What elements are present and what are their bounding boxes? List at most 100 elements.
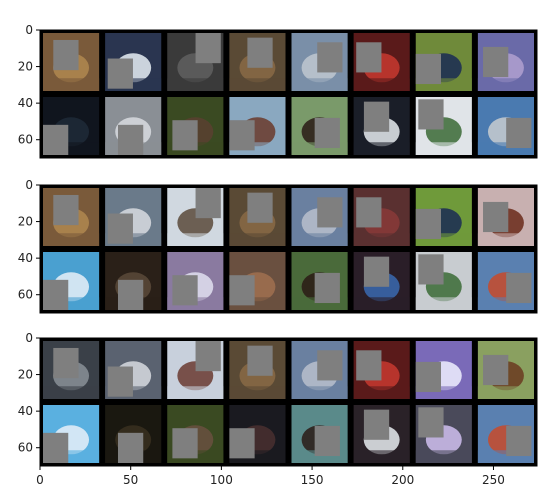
- image-tile-truck-red: [477, 405, 534, 463]
- image-tile-horse: [291, 252, 348, 310]
- cutout-mask: [117, 279, 144, 310]
- image-tile-ship-dark: [43, 97, 100, 155]
- cutout-mask: [506, 425, 532, 457]
- cutout-mask: [117, 432, 144, 463]
- cutout-mask: [317, 197, 343, 228]
- panel-2: 0 20 40 60: [18, 178, 538, 314]
- cutout-mask: [229, 428, 255, 459]
- image-tile-ship: [43, 405, 100, 463]
- image-tile-red-car: [353, 33, 410, 91]
- image-tile-truck-dark: [167, 33, 224, 91]
- image-tile-noisy-truck: [415, 405, 472, 463]
- image-tile-deer: [229, 341, 286, 399]
- image-tile-horse-dark: [229, 405, 286, 463]
- cutout-mask: [53, 347, 79, 379]
- cutout-mask: [172, 428, 198, 459]
- y-tick-label: 0: [25, 23, 33, 37]
- image-tile-horse: [477, 341, 534, 399]
- image-tile-deer: [229, 252, 286, 310]
- cutout-mask: [506, 117, 532, 149]
- image-tile-car: [291, 341, 348, 399]
- y-tick-label: 40: [18, 96, 33, 110]
- cutout-mask: [314, 117, 340, 149]
- y-tick-label: 40: [18, 251, 33, 265]
- cutout-mask: [53, 39, 79, 71]
- cutout-mask: [363, 101, 390, 132]
- image-tile-deer-grass: [167, 97, 224, 155]
- cutout-mask: [172, 120, 198, 151]
- cutout-mask: [247, 37, 273, 68]
- image-tile-horse: [291, 405, 348, 463]
- image-tile-horse: [291, 97, 348, 155]
- image-tile-frog: [43, 341, 100, 399]
- image-tile-deer: [229, 188, 286, 246]
- cutout-mask: [418, 407, 444, 438]
- y-tick-label: 0: [25, 331, 33, 345]
- cutout-mask: [415, 208, 442, 240]
- image-tile-car: [291, 188, 348, 246]
- cutout-mask: [314, 272, 340, 304]
- cutout-mask: [107, 366, 133, 397]
- image-tile-horse-rider: [229, 97, 286, 155]
- cutout-mask: [356, 350, 382, 381]
- y-tick-label: 20: [18, 215, 33, 229]
- cutout-mask: [195, 188, 221, 219]
- cutout-mask: [107, 58, 133, 89]
- image-tile-purple: [415, 341, 472, 399]
- cutout-mask: [483, 354, 509, 386]
- image-tile-frog: [43, 33, 100, 91]
- cutout-mask: [43, 432, 69, 463]
- image-tile-red-car: [353, 188, 410, 246]
- cutout-mask: [483, 201, 509, 233]
- cutout-mask: [356, 197, 382, 228]
- y-tick-label: 40: [18, 404, 33, 418]
- image-tile-truck-blue: [477, 97, 534, 155]
- image-tile-frog: [43, 188, 100, 246]
- cutout-mask: [195, 33, 221, 64]
- cutout-mask: [363, 409, 390, 440]
- cutout-mask: [418, 99, 444, 130]
- panel-frame: [39, 29, 538, 159]
- image-tile-red-car: [353, 341, 410, 399]
- image-tile-deer-grass: [167, 405, 224, 463]
- x-tick-label: 250: [482, 473, 505, 487]
- x-tick-label: 100: [210, 473, 233, 487]
- image-tile-bird: [353, 252, 410, 310]
- image-tile-ship: [43, 252, 100, 310]
- x-tick-label: 0: [36, 473, 44, 487]
- image-tile-truck-green: [415, 252, 472, 310]
- cutout-mask: [506, 272, 532, 304]
- cutout-mask: [247, 345, 273, 376]
- panel-3: 0 20 40 60 0 50 100 150 200 250: [18, 331, 538, 487]
- image-tile-bird: [415, 33, 472, 91]
- x-tick-label: 50: [123, 473, 138, 487]
- image-tile-horse-purple: [477, 33, 534, 91]
- cutout-mask: [117, 124, 144, 155]
- cutout-mask: [317, 42, 343, 73]
- image-tile-noisy: [167, 252, 224, 310]
- image-tile-truck: [105, 341, 162, 399]
- cutout-mask: [314, 425, 340, 457]
- cutout-mask: [317, 350, 343, 381]
- image-tile-truck: [105, 33, 162, 91]
- x-tick-label: 150: [301, 473, 324, 487]
- y-tick-label: 0: [25, 178, 33, 192]
- cutout-mask: [172, 275, 198, 306]
- image-tile-cat: [105, 252, 162, 310]
- image-tile-deer: [229, 33, 286, 91]
- cutout-mask: [43, 124, 69, 155]
- y-tick-label: 20: [18, 368, 33, 382]
- cutout-mask: [229, 275, 255, 306]
- cutout-mask: [195, 341, 221, 372]
- image-tile-truck-dark: [167, 188, 224, 246]
- y-tick-label: 60: [18, 288, 33, 302]
- image-tile-truck-green: [415, 97, 472, 155]
- cutout-mask: [229, 120, 255, 151]
- image-tile-horse: [477, 188, 534, 246]
- image-tile-truck-red: [477, 252, 534, 310]
- panel-frame: [39, 184, 538, 314]
- cutout-mask: [483, 46, 509, 78]
- panel-1: 0 20 40 60: [18, 23, 538, 159]
- cutout-mask: [363, 256, 390, 287]
